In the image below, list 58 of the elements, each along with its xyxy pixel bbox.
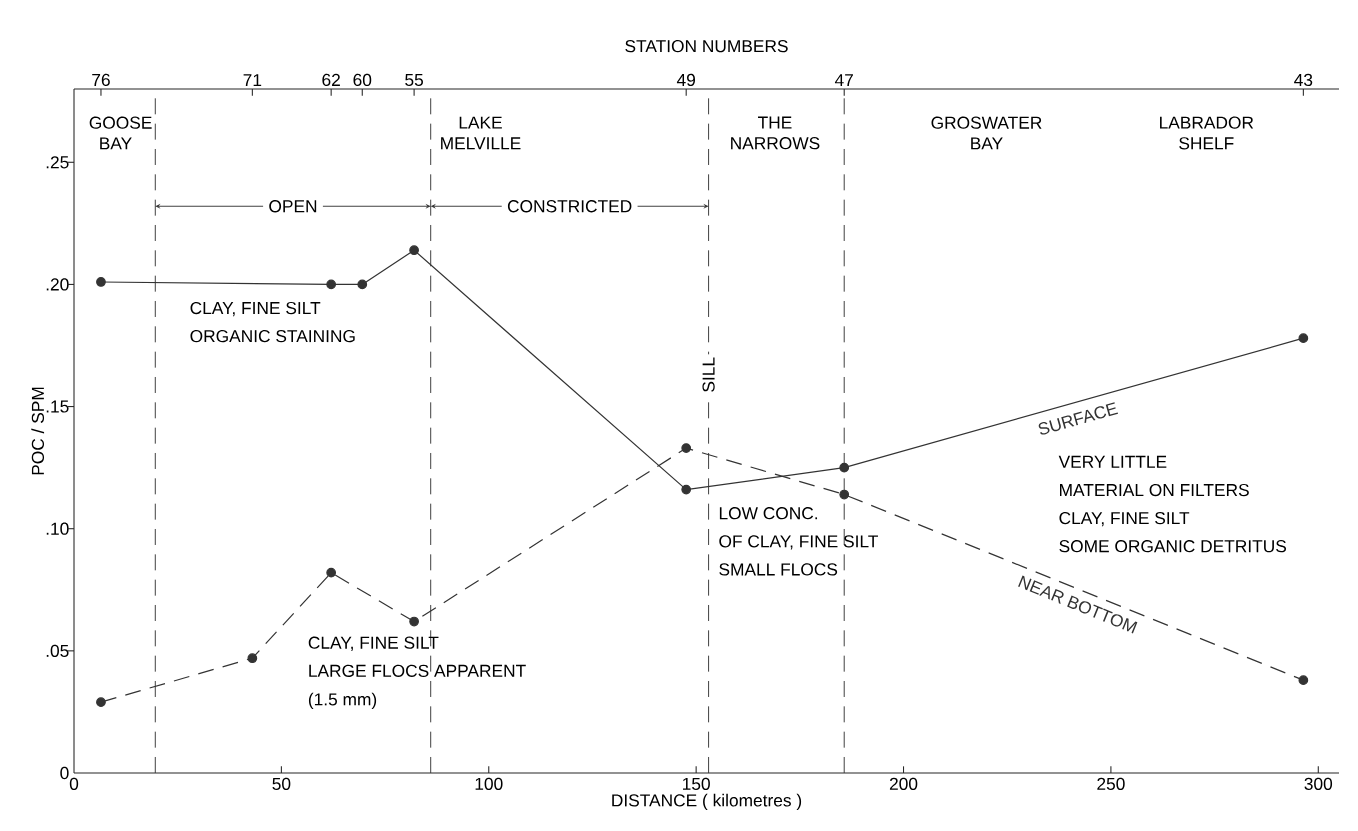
- annotation: CLAY, FINE SILT: [308, 636, 439, 651]
- y-tick-label: .25: [46, 156, 69, 169]
- y-tick-label: .15: [46, 400, 69, 413]
- x-axis-title: DISTANCE ( kilometres ): [612, 793, 802, 810]
- annotation: (1.5 mm): [308, 692, 377, 709]
- point: [357, 279, 368, 290]
- annotation: CONSTRICTED: [507, 200, 632, 213]
- annotation: CLAY, FINE SILT: [1059, 511, 1190, 527]
- annotation: OF CLAY, FINE SILT: [719, 535, 878, 550]
- point: [409, 616, 419, 627]
- text: 43: [1294, 73, 1313, 87]
- y-tick-label: .20: [46, 278, 69, 291]
- annotation: LABRADOR SHELF: [1160, 116, 1254, 150]
- text: 60: [353, 73, 372, 87]
- point: [681, 484, 692, 495]
- point: [96, 277, 106, 287]
- point: [681, 443, 692, 453]
- point: [1298, 333, 1309, 344]
- text: 47: [834, 74, 853, 87]
- point: [326, 567, 337, 578]
- x2-axis-title: STATION NUMBERS: [625, 40, 788, 53]
- text: 55: [405, 73, 424, 87]
- point: [247, 653, 258, 664]
- text: 71: [243, 74, 262, 87]
- text: 62: [322, 73, 340, 87]
- text: 49: [676, 73, 696, 87]
- annotation: CLAY, FINE SILT: [190, 301, 321, 317]
- x-tick-label: 250: [1097, 777, 1125, 790]
- x-tick-label: 200: [889, 777, 918, 790]
- annotation: LARGE FLOCS APPARENT: [309, 664, 526, 677]
- annotation: ORGANIC STAINING: [190, 329, 355, 343]
- annotation: SOME ORGANIC DETRITUS: [1059, 540, 1287, 553]
- point: [326, 279, 337, 290]
- y-tick-label: .10: [46, 522, 69, 535]
- text: 76: [92, 73, 110, 87]
- x-tick-label: 0: [69, 777, 79, 790]
- annotation: GROSWATER BAY: [931, 116, 1042, 150]
- x-tick-label: 100: [475, 777, 503, 790]
- annotation: OPEN: [269, 200, 317, 213]
- point: [839, 462, 850, 473]
- annotation: SMALL FLOCS: [719, 563, 838, 576]
- annotation: GOOSE BAY: [89, 116, 152, 150]
- annotation: VERY LITTLE: [1058, 455, 1167, 468]
- point: [839, 489, 850, 500]
- annotation: MATERIAL ON FILTERS: [1060, 483, 1249, 497]
- point: [409, 245, 419, 256]
- x-tick-label: 50: [272, 777, 291, 790]
- y-tick-label: .05: [46, 644, 69, 657]
- annotation: LAKE MELVILLE: [441, 116, 521, 150]
- x-tick-label: 300: [1304, 777, 1333, 790]
- y-axis-title: POC / SPM: [31, 387, 45, 475]
- y-tick-label: 0: [60, 766, 69, 780]
- annotation: LOW CONC.: [719, 507, 818, 520]
- x-tick-label: 150: [683, 777, 710, 790]
- point: [1298, 675, 1309, 686]
- point: [96, 697, 106, 708]
- ref-line-label: SILL: [702, 357, 715, 392]
- annotation: THE NARROWS: [731, 116, 820, 150]
